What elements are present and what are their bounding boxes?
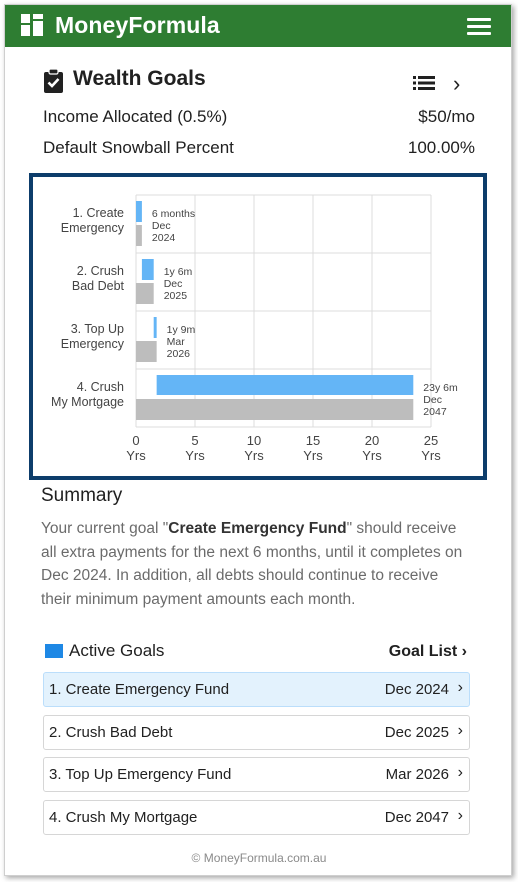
summary-title: Summary [41, 485, 123, 506]
chart-tick-label: Yrs [303, 448, 323, 463]
chart-data-label: 6 months [152, 208, 195, 220]
goal-name: 2. Crush Bad Debt [49, 724, 173, 741]
goal-row-2[interactable]: 2. Crush Bad Debt Dec 2025 › [43, 715, 470, 750]
page-title: Wealth Goals [73, 67, 206, 90]
chart-bar-total [136, 225, 142, 246]
chart-data-label: 2047 [423, 406, 447, 418]
income-allocated-value[interactable]: $50/mo [418, 107, 475, 126]
snowball-percent-value[interactable]: 100.00% [407, 138, 475, 157]
goal-name: 1. Create Emergency Fund [49, 681, 230, 698]
chart-data-label: Mar [167, 336, 186, 348]
chart-bar-remaining [141, 259, 154, 280]
list-icon[interactable] [413, 75, 435, 91]
summary-goal-name: Create Emergency Fund [168, 520, 347, 537]
chart-tick-label: Yrs [126, 448, 146, 463]
chevron-right-icon: › [457, 764, 463, 781]
summary-text: Your current goal "Create Emergency Fund… [41, 520, 463, 608]
chart-tick-label: Yrs [421, 448, 441, 463]
goal-list-link[interactable]: Goal List › [388, 643, 467, 660]
chart-bar-total [136, 399, 414, 420]
footer-copyright: © MoneyFormula.com.au [191, 851, 327, 865]
hamburger-menu-icon[interactable] [467, 18, 491, 36]
active-goals-header: Active Goals Goal List › [43, 641, 469, 667]
clipboard-check-icon [44, 69, 63, 93]
grid-logo-icon[interactable] [21, 14, 43, 36]
chart-category-label: 1. Create [73, 206, 124, 220]
chart-tick-label: 0 [132, 433, 139, 448]
chart-category-label: 3. Top Up [71, 322, 124, 336]
chart-tick-label: 25 [424, 433, 438, 448]
chevron-right-icon: › [457, 722, 463, 739]
active-goals-title: Active Goals [69, 641, 165, 660]
snowball-percent-row: Default Snowball Percent 100.00% [43, 138, 475, 158]
chart-bar-remaining [153, 317, 157, 338]
page-title-row: Wealth Goals › [43, 67, 473, 97]
chart-tick-label: 10 [247, 433, 261, 448]
goal-row-4[interactable]: 4. Crush My Mortgage Dec 2047 › [43, 800, 470, 835]
chart-tick-label: 20 [365, 433, 379, 448]
chart-category-label: 2. Crush [77, 264, 124, 278]
goal-name: 3. Top Up Emergency Fund [49, 766, 232, 783]
snowball-percent-label: Default Snowball Percent [43, 138, 234, 157]
chevron-right-icon[interactable]: › [453, 71, 461, 96]
chevron-right-icon: › [457, 679, 463, 696]
chevron-right-icon: › [457, 807, 463, 824]
chart-tick-label: Yrs [185, 448, 205, 463]
income-allocated-row: Income Allocated (0.5%) $50/mo [43, 107, 475, 127]
goals-timeline-chart: 1. Create Emergency 6 months Dec 2024 2. Crus… [29, 173, 487, 480]
chart-category-label: Emergency [61, 337, 125, 351]
chart-tick-label: 5 [191, 433, 198, 448]
top-app-bar: MoneyFormula [5, 5, 511, 47]
chart-data-label: 2026 [167, 348, 191, 360]
chart-data-label: Dec [423, 394, 442, 406]
goal-date: Dec 2024 [384, 681, 449, 698]
chart-bar-total [136, 283, 154, 304]
goal-row-3[interactable]: 3. Top Up Emergency Fund Mar 2026 › [43, 757, 470, 792]
chart-category-label: Emergency [61, 221, 125, 235]
chart-bar-remaining [136, 201, 142, 222]
goal-date: Mar 2026 [385, 766, 449, 783]
chart-category-label: Bad Debt [72, 279, 125, 293]
chart-data-label: 1y 6m [164, 266, 193, 278]
chart-data-label: Dec [164, 278, 183, 290]
active-goals-legend-swatch [45, 644, 63, 658]
goal-name: 4. Crush My Mortgage [49, 809, 198, 826]
chart-tick-label: 15 [306, 433, 320, 448]
app-frame: MoneyFormula Wealth Goals › Income Alloc… [4, 4, 512, 876]
goal-date: Dec 2025 [384, 724, 449, 741]
chart-tick-label: Yrs [244, 448, 264, 463]
chevron-right-icon: › [461, 643, 467, 660]
chart-data-label: 2025 [164, 290, 188, 302]
chart-tick-label: Yrs [362, 448, 382, 463]
chart-data-label: 2024 [152, 232, 176, 244]
chart-category-label: 4. Crush [77, 380, 124, 394]
brand-name[interactable]: MoneyFormula [55, 12, 220, 38]
income-allocated-label: Income Allocated (0.5%) [43, 107, 228, 126]
goal-row-1[interactable]: 1. Create Emergency Fund Dec 2024 › [43, 672, 470, 707]
chart-category-label: My Mortgage [51, 395, 124, 409]
chart-data-label: Dec [152, 220, 171, 232]
chart-data-label: 1y 9m [167, 324, 196, 336]
chart-bar-total [136, 341, 157, 362]
chart-bar-remaining [156, 375, 414, 395]
chart-data-label: 23y 6m [423, 382, 458, 394]
goal-date: Dec 2047 [384, 809, 449, 826]
